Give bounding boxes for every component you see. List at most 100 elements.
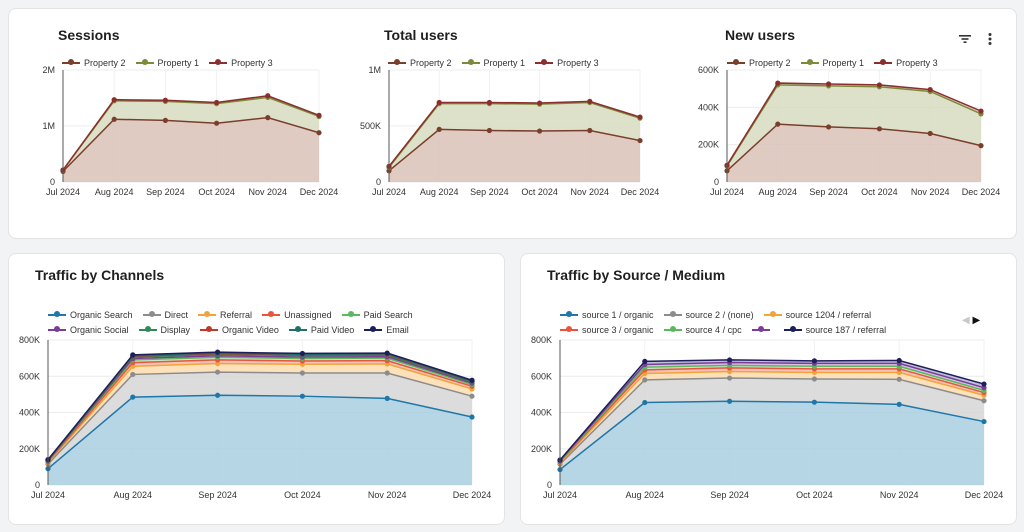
filter-icon[interactable] [957, 31, 973, 47]
legend-item[interactable]: Email [364, 323, 409, 336]
data-point[interactable] [469, 414, 475, 420]
data-point[interactable] [215, 392, 221, 398]
data-point[interactable] [826, 81, 832, 87]
data-point[interactable] [436, 99, 442, 106]
data-point[interactable] [111, 97, 117, 103]
data-point[interactable] [927, 130, 933, 137]
data-point[interactable] [896, 369, 902, 376]
legend-item[interactable]: Organic Search [48, 308, 133, 321]
data-point[interactable] [537, 100, 543, 106]
data-point[interactable] [775, 80, 781, 86]
legend-label: Email [386, 324, 409, 335]
data-point[interactable] [384, 350, 390, 356]
data-point[interactable] [727, 368, 733, 375]
legend-item[interactable]: Unassigned [262, 308, 332, 321]
legend-item[interactable]: Paid Video [288, 323, 354, 336]
legend-item[interactable]: Organic Social [48, 323, 129, 336]
data-point[interactable] [111, 116, 117, 122]
data-point[interactable] [537, 128, 543, 134]
line-series [559, 361, 985, 462]
data-point[interactable] [587, 127, 593, 134]
data-point[interactable] [265, 115, 271, 121]
data-point[interactable] [265, 93, 271, 99]
data-point[interactable] [436, 126, 442, 132]
legend-item[interactable] [751, 323, 774, 336]
legend-item[interactable]: source 187 / referral [783, 323, 886, 336]
legend-label: Organic Search [70, 309, 133, 320]
legend-item[interactable]: Property 1 [800, 56, 864, 69]
data-point[interactable] [130, 371, 136, 378]
data-point[interactable] [811, 358, 818, 364]
data-point[interactable] [642, 358, 648, 364]
legend-next-button[interactable]: ▶ [972, 315, 981, 326]
data-point[interactable] [384, 395, 390, 401]
more-vert-icon[interactable] [982, 31, 998, 47]
data-point[interactable] [316, 112, 322, 118]
legend-item[interactable]: source 2 / (none) [663, 308, 754, 321]
data-point[interactable] [876, 82, 883, 88]
data-point[interactable] [637, 114, 643, 120]
data-point[interactable] [587, 98, 593, 104]
data-point[interactable] [826, 124, 832, 130]
data-point[interactable] [727, 357, 733, 363]
data-point[interactable] [162, 97, 168, 103]
legend-prev-button[interactable]: ◀ [962, 315, 970, 326]
legend-item[interactable]: source 4 / cpc [663, 323, 742, 336]
data-point[interactable] [642, 377, 648, 383]
legend-item[interactable]: Property 3 [209, 56, 273, 69]
data-point[interactable] [896, 357, 902, 364]
data-point[interactable] [927, 87, 933, 93]
legend-item[interactable]: Direct [142, 308, 188, 321]
data-point[interactable] [469, 393, 475, 399]
data-point[interactable] [299, 393, 305, 399]
data-point[interactable] [981, 418, 987, 425]
data-point[interactable] [981, 385, 987, 391]
legend-item[interactable]: source 3 / organic [560, 323, 654, 336]
data-point[interactable] [162, 117, 168, 123]
data-point[interactable] [486, 127, 492, 134]
data-point[interactable] [775, 121, 781, 127]
data-point[interactable] [214, 120, 220, 126]
data-point[interactable] [811, 376, 818, 382]
data-point[interactable] [215, 349, 221, 355]
legend-item[interactable]: Property 2 [388, 56, 452, 69]
area-source-1-organic [560, 401, 984, 485]
data-point[interactable] [486, 99, 492, 106]
data-point[interactable] [642, 399, 648, 406]
data-point[interactable] [811, 369, 818, 376]
data-point[interactable] [215, 360, 221, 367]
data-point[interactable] [469, 377, 475, 383]
legend-label: Property 1 [157, 57, 200, 68]
legend-item[interactable]: Paid Search [341, 308, 413, 321]
data-point[interactable] [299, 370, 305, 376]
data-point[interactable] [637, 137, 643, 144]
data-point[interactable] [876, 126, 883, 132]
legend-item[interactable]: Property 1 [135, 56, 200, 69]
data-point[interactable] [896, 401, 902, 407]
legend-item[interactable]: Property 1 [461, 56, 525, 69]
data-point[interactable] [130, 352, 136, 358]
data-point[interactable] [896, 376, 902, 382]
legend-item[interactable]: Property 3 [874, 56, 938, 69]
data-point[interactable] [981, 381, 987, 387]
data-point[interactable] [727, 398, 733, 404]
data-point[interactable] [978, 143, 984, 149]
legend-item[interactable]: Property 2 [62, 56, 126, 69]
data-point[interactable] [978, 108, 984, 114]
legend-item[interactable]: Display [138, 323, 190, 336]
data-point[interactable] [384, 370, 390, 376]
data-point[interactable] [727, 375, 733, 381]
data-point[interactable] [981, 398, 987, 404]
legend-item[interactable]: source 1204 / referral [763, 308, 871, 321]
data-point[interactable] [316, 130, 322, 136]
data-point[interactable] [214, 99, 220, 106]
legend-item[interactable]: source 1 / organic [560, 308, 654, 321]
data-point[interactable] [811, 399, 818, 405]
data-point[interactable] [299, 350, 305, 357]
legend-item[interactable]: Property 2 [727, 56, 791, 69]
data-point[interactable] [215, 369, 221, 375]
legend-item[interactable]: Organic Video [200, 323, 279, 336]
data-point[interactable] [130, 394, 136, 400]
legend-item[interactable]: Referral [198, 308, 252, 321]
legend-item[interactable]: Property 3 [535, 56, 599, 69]
